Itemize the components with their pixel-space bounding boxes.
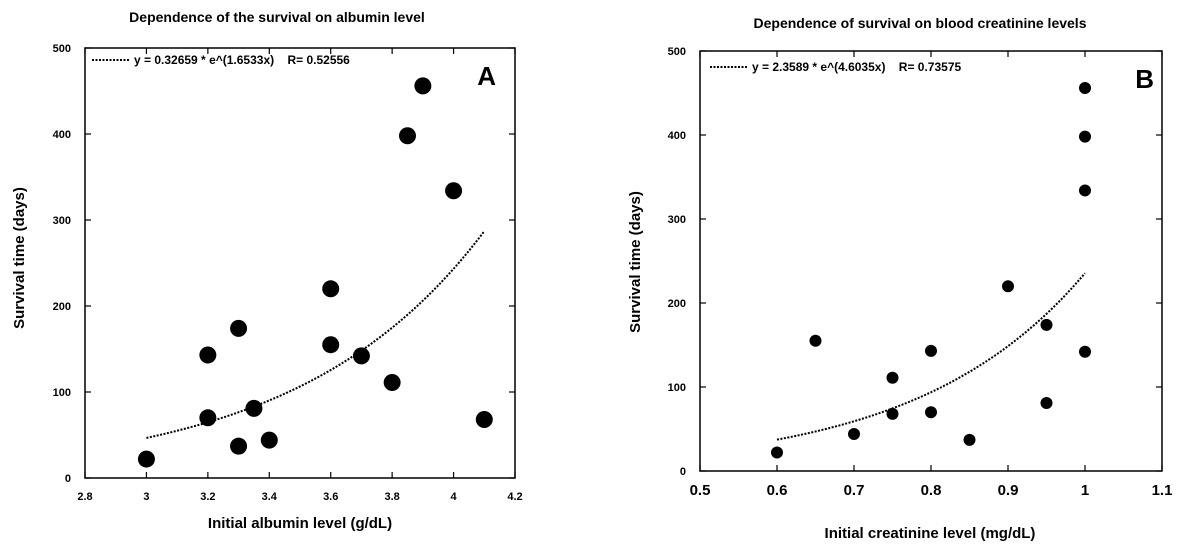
chart-b-data-point: [1041, 397, 1053, 409]
chart-b-xtick-label: 0.8: [921, 482, 942, 499]
chart-a-ytick-label: 100: [53, 387, 71, 399]
chart-b-data-point: [1079, 346, 1091, 358]
chart-a-ylabel: Survival time (days): [11, 187, 28, 329]
chart-a-data-point: [261, 432, 278, 449]
chart-a-data-point: [384, 374, 401, 391]
chart-b-points: [771, 82, 1091, 459]
chart-a-xlabel: Initial albumin level (g/dL): [208, 515, 392, 532]
chart-b-data-point: [810, 335, 822, 347]
chart-a-ticks: 2.8 3 3.2 3.4 3.6 3.8 4 4.2 0 100 200 300 400 500: [53, 43, 523, 503]
chart-a-ytick-label: 300: [53, 215, 71, 227]
chart-a-data-point: [322, 336, 339, 353]
chart-b-title: Dependence of survival on blood creatini…: [754, 15, 1087, 31]
chart-a-data-point: [399, 127, 416, 144]
chart-b-ytick-label: 400: [668, 130, 686, 142]
chart-a-data-point: [476, 411, 493, 428]
chart-b-ticks: 0.5 0.6 0.7 0.8 0.9 1 1.1 0 100 200 300 400 500: [668, 46, 1173, 499]
chart-b-xtick-label: 0.7: [844, 482, 865, 499]
chart-a-data-point: [322, 280, 339, 297]
chart-b-xtick-label: 0.5: [690, 482, 711, 499]
chart-b-ytick-label: 0: [680, 466, 686, 478]
chart-a: Dependence of the survival on albumin le…: [11, 9, 523, 532]
chart-a-points: [138, 77, 493, 467]
chart-b-xtick-label: 1: [1081, 482, 1089, 499]
chart-a-panel-label: A: [477, 61, 496, 91]
chart-b-data-point: [1041, 319, 1053, 331]
chart-b-xtick-label: 0.9: [998, 482, 1019, 499]
chart-b-data-point: [887, 408, 899, 420]
chart-b-xtick-label: 1.1: [1152, 482, 1173, 499]
chart-b-xlabel: Initial creatinine level (mg/dL): [825, 525, 1036, 542]
chart-b-panel-label: B: [1135, 64, 1154, 94]
chart-a-ytick-label: 400: [53, 129, 71, 141]
chart-b-fit-label: y = 2.3589 * e^(4.6035x) R= 0.73575: [752, 60, 961, 74]
chart-a-plot-frame: [85, 48, 515, 478]
chart-a-xtick-label: 3.8: [384, 491, 399, 503]
chart-b-data-point: [1079, 82, 1091, 94]
chart-a-xtick-label: 3: [143, 491, 149, 503]
chart-b-xtick-label: 0.6: [767, 482, 788, 499]
chart-a-data-point: [230, 438, 247, 455]
chart-a-data-point: [138, 451, 155, 468]
chart-a-data-point: [199, 347, 216, 364]
chart-a-fit-curve: [146, 231, 484, 438]
chart-a-data-point: [245, 400, 262, 417]
chart-a-title: Dependence of the survival on albumin le…: [129, 9, 425, 25]
chart-a-xtick-label: 3.4: [262, 491, 278, 503]
chart-a-xtick-label: 3.2: [200, 491, 215, 503]
chart-b-ytick-label: 100: [668, 382, 686, 394]
chart-b-data-point: [1002, 280, 1014, 292]
chart-a-fit-label: y = 0.32659 * e^(1.6533x) R= 0.52556: [134, 53, 350, 67]
chart-a-xtick-label: 2.8: [77, 491, 92, 503]
chart-a-data-point: [414, 77, 431, 94]
chart-b-ytick-label: 500: [668, 46, 686, 58]
chart-a-data-point: [230, 320, 247, 337]
chart-a-xtick-label: 3.6: [323, 491, 338, 503]
chart-a-ytick-label: 500: [53, 43, 71, 55]
chart-a-xtick-label: 4: [451, 491, 458, 503]
chart-b-data-point: [925, 345, 937, 357]
chart-a-ytick-label: 0: [65, 473, 71, 485]
chart-b-data-point: [925, 406, 937, 418]
chart-b-data-point: [887, 372, 899, 384]
chart-b-data-point: [964, 434, 976, 446]
chart-b-data-point: [848, 428, 860, 440]
chart-a-data-point: [353, 347, 370, 364]
chart-b-ytick-label: 300: [668, 214, 686, 226]
chart-b-ytick-label: 200: [668, 298, 686, 310]
chart-b: Dependence of survival on blood creatini…: [627, 15, 1172, 542]
chart-b-data-point: [771, 447, 783, 459]
chart-a-ytick-label: 200: [53, 301, 71, 313]
chart-a-xtick-label: 4.2: [507, 491, 522, 503]
chart-b-data-point: [1079, 184, 1091, 196]
chart-b-data-point: [1079, 131, 1091, 143]
chart-b-ylabel: Survival time (days): [627, 191, 644, 333]
chart-a-data-point: [199, 409, 216, 426]
chart-a-data-point: [445, 182, 462, 199]
